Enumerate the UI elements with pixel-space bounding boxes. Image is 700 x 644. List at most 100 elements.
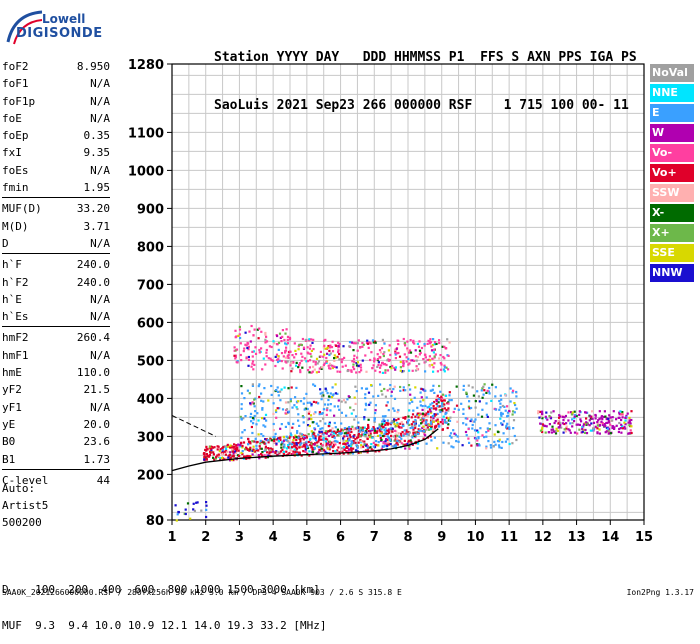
echo-point [502, 432, 505, 435]
param-value: N/A [90, 94, 110, 108]
echo-point [344, 401, 347, 404]
echo-point [350, 430, 353, 434]
polarization-legend: NoVal NNE E W Vo- Vo+ SSW X- X+ SSE NNW [650, 64, 694, 284]
echo-point [328, 353, 331, 357]
echo-point [598, 432, 601, 435]
echo-point [377, 363, 380, 367]
echo-point [394, 353, 397, 356]
echo-point [409, 351, 413, 354]
echo-point [477, 431, 480, 434]
echo-point [400, 442, 403, 445]
echo-point [598, 410, 601, 413]
echo-point [236, 446, 239, 449]
echo-point [421, 405, 424, 408]
echo-point [453, 432, 456, 435]
echo-point [449, 432, 453, 435]
echo-point [365, 404, 368, 407]
echo-point [440, 405, 443, 408]
echo-point [298, 363, 301, 367]
echo-point [388, 429, 392, 433]
echo-point [390, 394, 393, 398]
echo-point [394, 357, 397, 360]
echo-point [474, 400, 477, 403]
echo-point [563, 428, 566, 431]
echo-point [281, 408, 285, 411]
y-tick-label: 300 [137, 430, 164, 445]
echo-point [417, 429, 420, 433]
echo-point [468, 441, 471, 444]
echo-point [207, 455, 210, 458]
echo-point [378, 425, 381, 428]
echo-point [408, 369, 411, 372]
echo-point [329, 367, 332, 370]
echo-point [497, 430, 500, 434]
echo-point [321, 444, 324, 447]
echo-point [267, 399, 270, 402]
param-separator [2, 197, 110, 199]
echo-point [480, 415, 484, 418]
echo-point [422, 399, 425, 402]
echo-point [291, 446, 294, 449]
legend-item-x: X- [650, 204, 694, 222]
echo-point [423, 342, 426, 346]
echo-point [233, 349, 236, 352]
echo-point [447, 402, 450, 405]
echo-point [282, 355, 285, 358]
echo-point [543, 424, 547, 427]
echo-point [611, 425, 614, 428]
echo-point [262, 357, 265, 360]
param-name: hmF1 [2, 348, 29, 362]
echo-point [423, 413, 426, 416]
echo-point [299, 439, 302, 442]
echo-point [409, 426, 412, 430]
echo-point [257, 419, 260, 422]
echo-point [249, 412, 253, 415]
echo-point [317, 370, 320, 373]
echo-point [232, 452, 235, 455]
echo-point [418, 353, 421, 356]
echo-point [353, 396, 356, 399]
echo-point [623, 421, 626, 424]
echo-point [394, 349, 397, 353]
echo-point [425, 442, 428, 445]
echo-point [338, 358, 341, 361]
echo-point [279, 390, 282, 393]
param-row: hmF1 N/A [2, 347, 110, 364]
echo-point [559, 422, 562, 425]
echo-point [293, 442, 296, 445]
echo-point [380, 364, 383, 367]
echo-point [324, 430, 327, 433]
param-separator [2, 253, 110, 255]
echo-point [347, 395, 350, 398]
echo-point [253, 363, 256, 366]
echo-point [545, 425, 548, 428]
echo-point [413, 342, 416, 345]
echo-point [392, 445, 395, 448]
echo-point [243, 397, 246, 400]
echo-point [354, 402, 357, 405]
echo-point [305, 392, 308, 395]
echo-point [317, 433, 320, 436]
echo-point [310, 403, 313, 406]
echo-point [272, 439, 275, 442]
echo-point [467, 405, 470, 408]
echo-point [507, 414, 510, 417]
echo-point [251, 416, 255, 419]
echo-point [380, 447, 383, 450]
echo-point [350, 442, 353, 446]
echo-point [348, 437, 351, 441]
echo-point [315, 357, 319, 360]
echo-point [389, 384, 392, 387]
echo-point [249, 442, 252, 445]
echo-point [354, 342, 357, 345]
echo-point [445, 411, 448, 415]
echo-point [343, 435, 346, 438]
echo-point [474, 406, 477, 409]
echo-point [266, 456, 269, 459]
echo-point [175, 519, 178, 522]
x-tick-label: 12 [534, 530, 552, 545]
echo-point [409, 388, 412, 391]
echo-point [385, 438, 388, 441]
echo-point [356, 446, 359, 449]
echo-point [258, 351, 261, 354]
